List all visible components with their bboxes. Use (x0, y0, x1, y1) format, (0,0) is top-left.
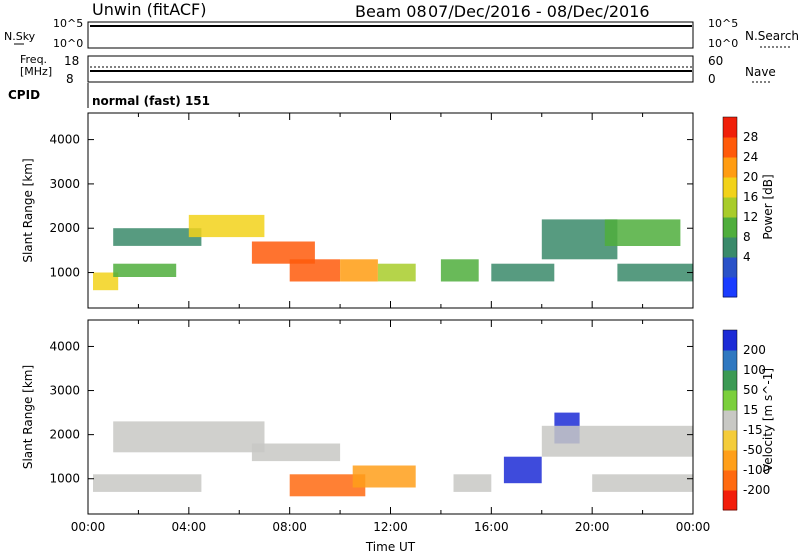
colorbar-label-0: Power [dB] (761, 174, 775, 239)
colorbar-tick-1-7: -200 (743, 483, 770, 497)
echo-region-0-0 (93, 272, 119, 291)
station-title: Unwin (fitACF) (92, 0, 207, 19)
colorbar-tick-1-2: 50 (743, 383, 758, 397)
xtick-label-2: 08:00 (272, 520, 307, 534)
colorbar-tick-0-0: 28 (743, 130, 758, 144)
colorbar-tick-1-1: 100 (743, 363, 766, 377)
nsky-tick-top: 10^5 (53, 17, 84, 30)
colorbar-swatch-0-2 (723, 237, 737, 258)
echo-region-0-4 (251, 241, 315, 264)
ylabel-0: Slant Range [km] (21, 158, 35, 262)
colorbar-tick-0-3: 16 (743, 190, 758, 204)
ytick-label-1-1: 2000 (49, 428, 80, 442)
colorbar-tick-0-5: 8 (743, 230, 751, 244)
colorbar-tick-1-5: -50 (743, 443, 763, 457)
echo-region-0-7 (377, 263, 416, 282)
ytick-label-0-0: 1000 (49, 266, 80, 280)
colorbar-frame-0 (722, 116, 738, 298)
xtick-label-4: 16:00 (474, 520, 509, 534)
nave-label: Nave (745, 65, 776, 79)
nave-tick-top: 60 (708, 54, 724, 68)
colorbar-swatch-1-7 (723, 350, 737, 371)
echo-region-1-0 (93, 474, 202, 492)
colorbar-frame-1 (722, 329, 738, 511)
colorbar-tick-0-6: 4 (743, 250, 751, 264)
echo-region-1-1 (113, 421, 265, 453)
colorbar-swatch-1-0 (723, 490, 737, 511)
colorbar-tick-0-2: 20 (743, 170, 758, 184)
cpid-label: CPID (8, 88, 41, 102)
ytick-label-1-3: 4000 (49, 339, 80, 353)
colorbar-swatch-1-1 (723, 470, 737, 491)
colorbar-tick-0-1: 24 (743, 150, 758, 164)
echo-region-0-11 (604, 219, 681, 246)
nsky-strip-frame (87, 21, 694, 49)
colorbar-swatch-0-1 (723, 257, 737, 278)
colorbar-swatch-0-0 (723, 277, 737, 298)
beam-label: Beam 08 (355, 2, 427, 21)
colorbar-swatch-1-5 (723, 390, 737, 411)
colorbar-swatch-0-4 (723, 197, 737, 218)
nsky-label: N.Sky (4, 30, 36, 43)
echo-region-1-3 (289, 474, 366, 497)
nave-tick-bottom: 0 (708, 72, 716, 86)
colorbar-swatch-0-8 (723, 117, 737, 138)
colorbar-swatch-0-6 (723, 157, 737, 178)
freq-tick-bottom: 8 (66, 72, 74, 86)
echo-region-0-9 (491, 263, 555, 282)
nsearch-label: N.Search (745, 29, 800, 43)
ytick-label-1-0: 1000 (49, 472, 80, 486)
echo-region-0-12 (617, 263, 693, 282)
ytick-label-1-2: 3000 (49, 384, 80, 398)
ylabel-1: Slant Range [km] (21, 365, 35, 469)
colorbar-tick-1-3: 15 (743, 403, 758, 417)
date-range: 07/Dec/2016 - 08/Dec/2016 (428, 2, 650, 21)
colorbar-swatch-1-3 (723, 430, 737, 451)
nsearch-tick-bottom: 10^0 (708, 37, 739, 50)
colorbar-swatch-0-5 (723, 177, 737, 198)
freq-label-line2: [MHz] (20, 65, 53, 78)
ytick-label-0-3: 4000 (49, 133, 80, 147)
echo-region-1-9 (592, 474, 693, 492)
colorbar-swatch-1-4 (723, 410, 737, 431)
nsky-tick-bottom: 10^0 (53, 37, 84, 50)
xtick-label-0: 00:00 (71, 520, 106, 534)
ytick-label-0-1: 2000 (49, 221, 80, 235)
colorbar-tick-1-4: -15 (743, 423, 763, 437)
colorbar-swatch-1-6 (723, 370, 737, 391)
echo-region-0-6 (340, 259, 378, 282)
cpid-value: normal (fast) 151 (92, 94, 210, 108)
echo-region-0-2 (113, 228, 202, 246)
colorbar-swatch-1-2 (723, 450, 737, 471)
xtick-label-1: 04:00 (172, 520, 207, 534)
colorbar-swatch-0-7 (723, 137, 737, 158)
ytick-label-0-2: 3000 (49, 177, 80, 191)
colorbar-tick-1-0: 200 (743, 343, 766, 357)
freq-strip-frame (87, 55, 694, 83)
xlabel: Time UT (365, 540, 416, 554)
echo-region-1-6 (503, 456, 542, 484)
nsearch-tick-top: 10^5 (708, 17, 739, 30)
echo-region-0-5 (289, 259, 341, 282)
xtick-label-5: 20:00 (575, 520, 610, 534)
xtick-label-6: 00:00 (676, 520, 711, 534)
freq-tick-top: 18 (64, 54, 80, 68)
echo-region-0-3 (188, 214, 265, 238)
xtick-label-3: 12:00 (373, 520, 408, 534)
echo-region-1-8 (541, 425, 694, 457)
colorbar-label-1: Velocity [m s^-1] (761, 368, 775, 472)
colorbar-tick-0-4: 12 (743, 210, 758, 224)
colorbar-swatch-0-3 (723, 217, 737, 238)
echo-region-0-1 (113, 263, 177, 277)
freq-label-line1: Freq. (20, 53, 48, 66)
echo-region-1-4 (352, 465, 416, 488)
colorbar-swatch-1-8 (723, 330, 737, 351)
echo-region-1-5 (453, 474, 492, 492)
echo-region-1-2 (251, 443, 341, 462)
colorbar-tick-1-6: -100 (743, 463, 770, 477)
echo-region-0-8 (440, 259, 479, 282)
